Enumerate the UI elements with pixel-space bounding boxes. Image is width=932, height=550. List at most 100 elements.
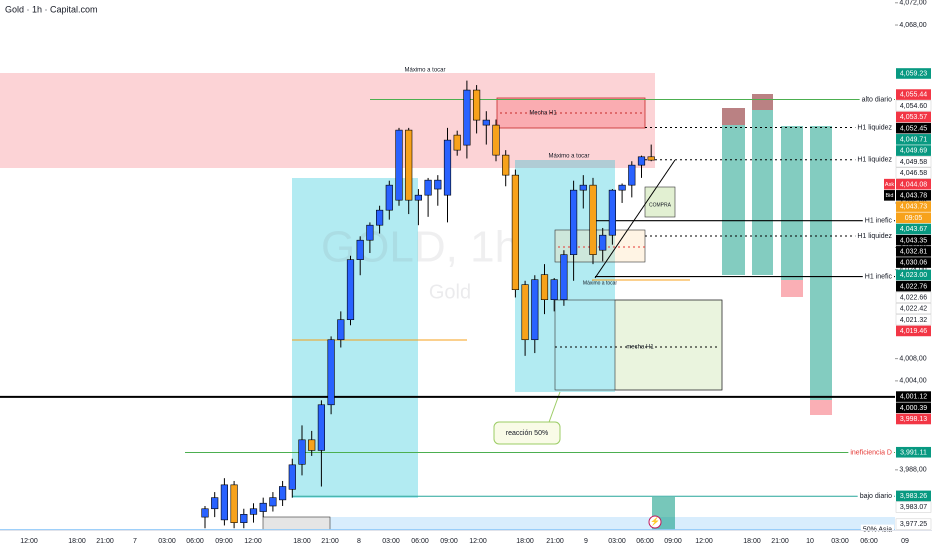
price-tag-label: 4,059.23 bbox=[900, 71, 927, 78]
candle-body bbox=[201, 508, 209, 518]
level-label: H1 inefic bbox=[865, 273, 893, 280]
price-tag-label: 4,043.35 bbox=[900, 237, 927, 244]
price-tag-label: 3,977.25 bbox=[900, 521, 927, 528]
level-label-bg bbox=[848, 447, 894, 458]
price-tag bbox=[896, 134, 931, 145]
box bbox=[262, 516, 331, 531]
position-bar-stop bbox=[810, 400, 832, 415]
annotation: reacción 50% bbox=[506, 430, 548, 437]
x-tick-label: 06:00 bbox=[636, 538, 654, 545]
candle-body bbox=[327, 339, 335, 406]
x-tick-label: 03:00 bbox=[831, 538, 849, 545]
countdown-box bbox=[896, 212, 931, 224]
x-tick-label: 09:00 bbox=[440, 538, 458, 545]
price-tag-label: 4,019.46 bbox=[900, 328, 927, 335]
x-tick-label: 21:00 bbox=[321, 538, 339, 545]
annotation: Máximo a tocar bbox=[548, 154, 589, 160]
x-tick-label: 21:00 bbox=[771, 538, 789, 545]
countdown: 09:05 bbox=[905, 215, 923, 222]
level-label-bg bbox=[855, 122, 894, 133]
event-icon-glyph: ⚡ bbox=[650, 516, 660, 526]
candle-body bbox=[608, 189, 616, 236]
price-tag bbox=[895, 156, 932, 168]
position-bar bbox=[722, 108, 745, 275]
y-tick-label: 4,008,00 bbox=[899, 355, 926, 362]
x-tick-label: 18:00 bbox=[293, 538, 311, 545]
candle-body bbox=[414, 194, 423, 201]
level-label: alto diario bbox=[862, 96, 892, 103]
candle-body bbox=[211, 497, 219, 510]
price-tag bbox=[896, 269, 931, 281]
event-icon bbox=[648, 515, 662, 529]
price-tag-label: 4,022.42 bbox=[900, 306, 927, 313]
candle-body bbox=[492, 124, 500, 156]
annotation: mecha H1 bbox=[626, 345, 654, 351]
price-tag bbox=[895, 291, 932, 303]
candle-body bbox=[618, 184, 626, 191]
supply-zone bbox=[0, 73, 655, 168]
candle-body bbox=[230, 484, 238, 523]
price-tag-label: 4,044.08 bbox=[900, 181, 927, 188]
price-tag bbox=[896, 68, 931, 79]
price-tag bbox=[896, 257, 931, 268]
x-tick-label: 09:00 bbox=[215, 538, 233, 545]
level-label-bg bbox=[855, 154, 894, 165]
candle-body bbox=[647, 156, 655, 161]
price-tag bbox=[896, 234, 931, 246]
x-tick-label: 8 bbox=[357, 538, 361, 545]
x-tick-label: 06:00 bbox=[860, 538, 878, 545]
candle-body bbox=[511, 174, 519, 290]
x-tick-label: 18:00 bbox=[743, 538, 761, 545]
x-tick-label: 9 bbox=[584, 538, 588, 545]
mecha-box-outline bbox=[554, 299, 723, 391]
position-bar-stop bbox=[781, 280, 803, 297]
price-tag bbox=[896, 145, 931, 156]
candle-body bbox=[278, 486, 287, 501]
candle-body bbox=[579, 184, 587, 191]
candle-body bbox=[531, 279, 539, 341]
candle-body bbox=[424, 179, 432, 196]
x-tick-label: 06:00 bbox=[411, 538, 429, 545]
price-tag-label: 4,021.32 bbox=[900, 317, 927, 324]
price-tag-label: 3,991.11 bbox=[900, 449, 927, 456]
x-tick-label: 18:00 bbox=[516, 538, 534, 545]
price-tag-label: 4,049.58 bbox=[900, 159, 927, 166]
price-tag bbox=[896, 201, 931, 212]
y-tick-label: 4,068,00 bbox=[899, 22, 926, 29]
price-tag bbox=[896, 402, 931, 414]
x-tick-label: 12:00 bbox=[469, 538, 487, 545]
ask-box bbox=[884, 178, 895, 190]
candle-body bbox=[405, 129, 413, 201]
candle-body bbox=[521, 284, 529, 341]
candle-body bbox=[249, 508, 258, 515]
x-tick-label: 21:00 bbox=[546, 538, 564, 545]
y-tick-label: 4,072,00 bbox=[899, 0, 926, 7]
price-tag-label: 4,046.58 bbox=[900, 170, 927, 177]
callout bbox=[493, 421, 561, 445]
position-bar bbox=[752, 94, 773, 275]
level-label: H1 liquidez bbox=[857, 233, 892, 240]
level-label-bg bbox=[857, 491, 894, 502]
candle-body bbox=[569, 189, 578, 255]
candle-body bbox=[502, 154, 510, 176]
candle-body bbox=[550, 279, 558, 300]
plot: alto diario H1 liquidez H1 liquidez H1 inef… bbox=[0, 80, 895, 535]
candle-body bbox=[220, 484, 229, 521]
level-label-bg bbox=[862, 271, 894, 282]
position-bar-stop bbox=[752, 94, 773, 110]
position-bar-stop bbox=[722, 108, 745, 125]
price-tag-label: 4,052.45 bbox=[900, 125, 927, 132]
price-tag-label: 4,054.60 bbox=[900, 103, 927, 110]
candle-body bbox=[356, 239, 364, 260]
candle-body bbox=[599, 234, 607, 251]
price-tag bbox=[896, 111, 931, 123]
x-tick-label: 21:00 bbox=[96, 538, 114, 545]
price-tag-label: 4,043.78 bbox=[900, 193, 927, 200]
price-tag bbox=[896, 89, 931, 100]
price-tag bbox=[896, 190, 931, 201]
candle-body bbox=[269, 497, 277, 507]
annotation: Máximo a tocar bbox=[583, 280, 618, 286]
candle-body bbox=[375, 209, 384, 226]
x-tick-label: 09:00 bbox=[664, 538, 682, 545]
